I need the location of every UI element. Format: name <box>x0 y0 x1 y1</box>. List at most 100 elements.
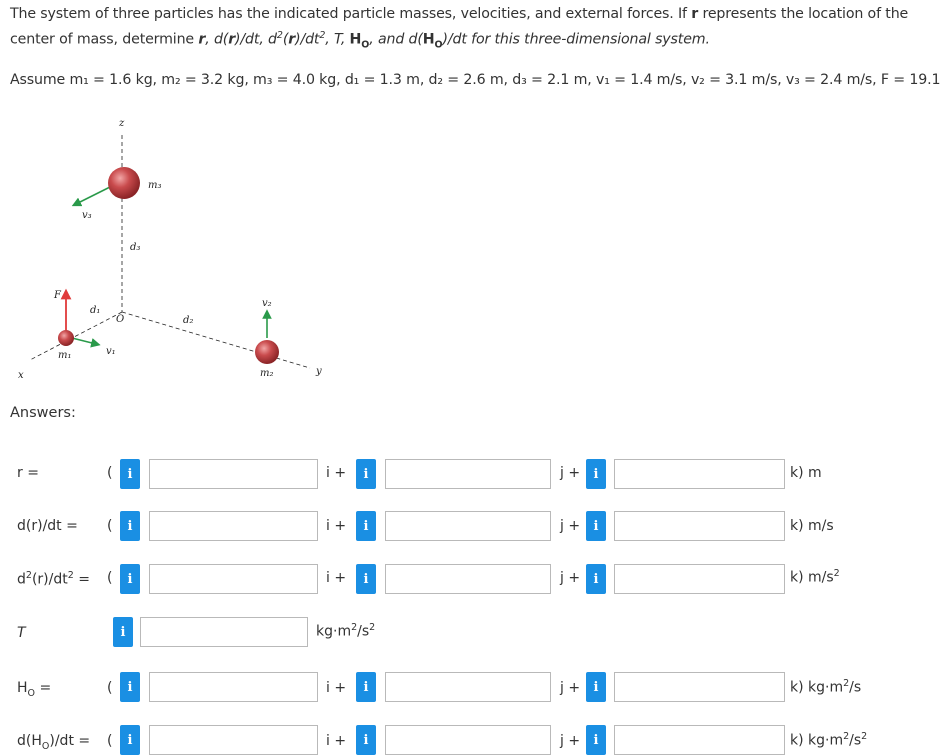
problem-text: )/dt for this three-dimensional system. <box>442 31 710 48</box>
info-icon[interactable]: i <box>356 511 376 541</box>
info-icon[interactable]: i <box>120 564 140 594</box>
r-j-input[interactable] <box>385 459 551 489</box>
Ho-label: HO = <box>17 680 51 699</box>
unit-part: k) kg·m <box>790 732 844 749</box>
unit-j: j + <box>560 680 581 696</box>
Ho-i-input[interactable] <box>149 672 318 702</box>
problem-text: The system of three particles has the in… <box>10 6 692 22</box>
info-icon[interactable]: i <box>586 672 606 702</box>
open-paren: ( <box>107 570 113 586</box>
v1-arrow <box>71 337 101 348</box>
m2-label: m₂ <box>260 368 274 379</box>
r-label: r = <box>17 465 39 481</box>
info-icon[interactable]: i <box>356 725 376 755</box>
label-part: = <box>73 571 90 588</box>
force-label: F <box>53 290 62 301</box>
Ho-k-input[interactable] <box>614 672 785 702</box>
dr-j-input[interactable] <box>385 511 551 541</box>
open-paren: ( <box>107 680 113 696</box>
problem-text: )/dt <box>295 31 320 48</box>
r-i-input[interactable] <box>149 459 318 489</box>
unit-i: i + <box>326 465 347 481</box>
label-part: )/dt = <box>49 733 91 749</box>
v3-label: v₃ <box>82 210 92 221</box>
unit-part: 2 <box>351 622 358 633</box>
T-label: T <box>17 625 26 641</box>
unit-i: i + <box>326 518 347 534</box>
r-k-input[interactable] <box>614 459 785 489</box>
problem-text: , T, <box>325 31 350 48</box>
label-part: d(H <box>17 733 42 749</box>
dr-i-input[interactable] <box>149 511 318 541</box>
problem-statement: The system of three particles has the in… <box>10 4 940 56</box>
unit-i: i + <box>326 680 347 696</box>
origin-label: O <box>116 314 124 325</box>
unit-part: 2 <box>861 731 868 742</box>
d3-label: d₃ <box>130 242 140 253</box>
problem-text: , and d( <box>369 31 423 48</box>
unit-k: k) m/s <box>790 518 834 534</box>
unit-part: 2 <box>833 568 840 579</box>
m1-label: m₁ <box>58 350 72 361</box>
unit-part: /s <box>849 679 862 696</box>
unit-part: /s <box>357 623 370 640</box>
info-icon[interactable]: i <box>113 617 133 647</box>
unit-i: i + <box>326 733 347 749</box>
problem-text: )/dt, d <box>235 31 277 48</box>
problem-text: r <box>288 31 296 48</box>
z-axis-label: z <box>118 118 125 129</box>
label-part: (r)/dt <box>31 571 68 588</box>
problem-text: r <box>198 31 206 48</box>
problem-text: 2 <box>319 30 326 41</box>
unit-part: 2 <box>369 622 376 633</box>
info-icon[interactable]: i <box>356 459 376 489</box>
unit-part: k) kg·m <box>790 679 844 696</box>
d2r-k-input[interactable] <box>614 564 785 594</box>
info-icon[interactable]: i <box>120 511 140 541</box>
unit-j: j + <box>560 465 581 481</box>
info-icon[interactable]: i <box>586 564 606 594</box>
problem-text: H <box>422 31 435 48</box>
unit-k: k) kg·m2/s2 <box>790 731 867 749</box>
unit-part: k) m/s <box>790 569 834 586</box>
y-axis-label: y <box>315 366 322 377</box>
label-part: O <box>27 687 36 699</box>
label-part: 2 <box>25 570 32 581</box>
unit-part: 2 <box>843 731 850 742</box>
Ho-j-input[interactable] <box>385 672 551 702</box>
x-axis-label: x <box>18 370 24 381</box>
info-icon[interactable]: i <box>356 672 376 702</box>
info-icon[interactable]: i <box>586 511 606 541</box>
answers-heading: Answers: <box>10 405 76 421</box>
info-icon[interactable]: i <box>586 459 606 489</box>
T-unit: kg·m2/s2 <box>316 622 375 640</box>
d2-label: d₂ <box>183 315 193 326</box>
dHo-k-input[interactable] <box>614 725 785 755</box>
dr-k-input[interactable] <box>614 511 785 541</box>
unit-k: k) kg·m2/s <box>790 678 861 696</box>
unit-part: kg·m <box>316 623 352 640</box>
label-part: H <box>17 680 28 696</box>
problem-text: r <box>691 6 699 22</box>
d2r-i-input[interactable] <box>149 564 318 594</box>
d2r-j-input[interactable] <box>385 564 551 594</box>
r-label-text: r = <box>17 465 39 481</box>
label-part: d <box>17 571 26 588</box>
info-icon[interactable]: i <box>120 459 140 489</box>
unit-k: k) m/s2 <box>790 568 840 586</box>
three-particle-diagram: z x y O d₃ d₁ d₂ m₃ v₃ F m₁ v₁ v₂ m₂ <box>18 118 322 381</box>
dr-dt-label: d(r)/dt = <box>17 518 78 534</box>
info-icon[interactable]: i <box>120 725 140 755</box>
info-icon[interactable]: i <box>120 672 140 702</box>
problem-text: ( <box>282 31 289 48</box>
info-icon[interactable]: i <box>586 725 606 755</box>
label-part: 2 <box>67 570 74 581</box>
v1-label: v₁ <box>106 346 116 357</box>
dHo-j-input[interactable] <box>385 725 551 755</box>
unit-j: j + <box>560 570 581 586</box>
info-icon[interactable]: i <box>356 564 376 594</box>
dHo-i-input[interactable] <box>149 725 318 755</box>
assumptions: Assume m₁ = 1.6 kg, m₂ = 3.2 kg, m₃ = 4.… <box>10 72 946 88</box>
label-part: O <box>41 740 50 752</box>
T-input[interactable] <box>140 617 308 647</box>
